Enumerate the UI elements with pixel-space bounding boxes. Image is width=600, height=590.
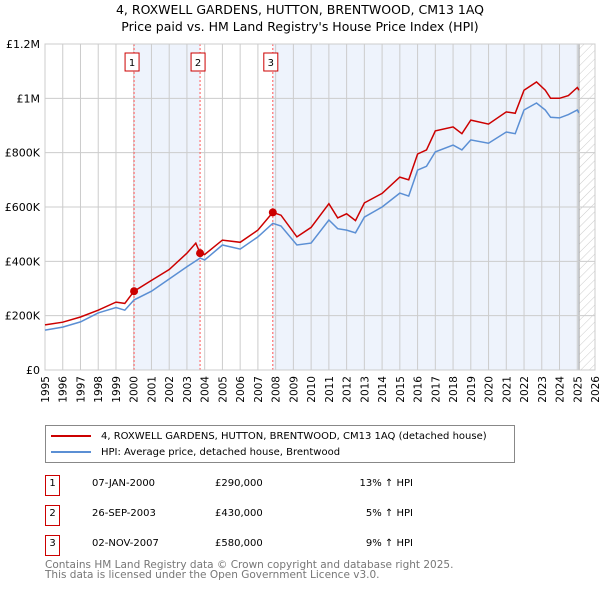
y-tick-label: £400K	[5, 255, 41, 268]
x-tick-label: 2002	[164, 376, 176, 403]
x-tick-label: 1998	[93, 376, 105, 403]
legend-label: 4, ROXWELL GARDENS, HUTTON, BRENTWOOD, C…	[101, 430, 487, 442]
sale-price: £580,000	[215, 538, 263, 549]
x-tick-label: 1995	[40, 376, 52, 403]
plot-border	[44, 43, 596, 371]
sale-point	[268, 208, 277, 217]
sale-date: 02-NOV-2007	[92, 538, 159, 549]
sale-price: £430,000	[215, 508, 263, 519]
property-price-line	[44, 81, 580, 326]
x-tick-label: 2026	[590, 376, 600, 403]
x-tick-label: 2010	[306, 376, 318, 403]
legend-item-property: 4, ROXWELL GARDENS, HUTTON, BRENTWOOD, C…	[46, 428, 487, 444]
sale-label-box	[263, 52, 279, 72]
sale-label: 1	[129, 58, 135, 69]
transaction-row: 1 07-JAN-2000 £290,000 13% ↑ HPI	[45, 475, 525, 496]
sale-label-box	[124, 52, 140, 72]
hpi-diff: 5% ↑ HPI	[365, 508, 413, 519]
x-tick-label: 2004	[200, 376, 212, 403]
sale-point	[130, 287, 139, 296]
x-tick-label: 2001	[146, 376, 158, 403]
y-tick-label: £200K	[5, 310, 41, 323]
hpi-line	[44, 102, 580, 331]
x-tick-label: 2019	[466, 376, 478, 403]
x-tick-label: 1999	[111, 376, 123, 403]
legend-swatch	[51, 451, 91, 453]
x-tick-label: 2020	[484, 376, 496, 403]
x-tick-label: 2013	[359, 376, 371, 403]
x-tick-label: 2021	[501, 376, 513, 403]
sale-point	[196, 249, 205, 258]
x-tick-label: 2016	[413, 376, 425, 403]
chart-subtitle: Price paid vs. HM Land Registry's House …	[121, 19, 479, 34]
x-tick-label: 2015	[395, 376, 407, 403]
x-tick-label: 2012	[342, 376, 354, 403]
sale-label: 3	[268, 58, 274, 69]
sale-marker-badge: 3	[45, 535, 60, 556]
x-tick-label: 2018	[448, 376, 460, 403]
x-tick-label: 2022	[519, 376, 531, 403]
y-tick-label: £600K	[5, 201, 41, 214]
hpi-diff: 13% ↑ HPI	[359, 478, 413, 489]
x-tick-label: 1996	[58, 376, 70, 403]
x-tick-label: 2014	[377, 376, 389, 403]
x-tick-label: 2025	[572, 376, 584, 403]
legend-item-hpi: HPI: Average price, detached house, Bren…	[46, 444, 340, 460]
chart-title: 4, ROXWELL GARDENS, HUTTON, BRENTWOOD, C…	[115, 2, 485, 17]
sale-label: 2	[195, 58, 201, 69]
x-tick-label: 2009	[288, 376, 300, 403]
footer: Contains HM Land Registry data © Crown c…	[45, 559, 454, 581]
sale-price: £290,000	[215, 478, 263, 489]
legend: 4, ROXWELL GARDENS, HUTTON, BRENTWOOD, C…	[45, 425, 515, 463]
x-tick-label: 2000	[129, 376, 141, 403]
x-tick-label: 2003	[182, 376, 194, 403]
sale-date: 26-SEP-2003	[92, 508, 156, 519]
y-tick-label: £0	[26, 364, 40, 377]
x-tick-label: 2011	[324, 376, 336, 403]
hpi-diff: 9% ↑ HPI	[365, 538, 413, 549]
x-tick-label: 2007	[253, 376, 265, 403]
transaction-row: 3 02-NOV-2007 £580,000 9% ↑ HPI	[45, 535, 525, 556]
y-tick-label: £1.2M	[6, 38, 40, 51]
x-tick-label: 2005	[217, 376, 229, 403]
x-tick-label: 2008	[271, 376, 283, 403]
legend-swatch	[51, 435, 91, 437]
x-tick-label: 2024	[555, 376, 567, 403]
sale-date: 07-JAN-2000	[92, 478, 156, 489]
y-tick-label: £1M	[17, 92, 41, 105]
x-tick-label: 2023	[537, 376, 549, 403]
price-chart: 1995 1996 1997 1998 1999 2000 2001 2002 2003 2004…	[5, 38, 600, 403]
sale-marker-badge: 2	[45, 505, 60, 526]
sale-label-box	[190, 52, 206, 72]
sale-marker-badge: 1	[45, 475, 60, 496]
legend-label: HPI: Average price, detached house, Bren…	[101, 446, 341, 458]
transaction-row: 2 26-SEP-2003 £430,000 5% ↑ HPI	[45, 505, 525, 526]
y-tick-label: £800K	[5, 147, 41, 160]
footer-line: Contains HM Land Registry data © Crown c…	[45, 559, 454, 571]
x-tick-label: 1997	[75, 376, 87, 403]
x-tick-label: 2006	[235, 376, 247, 403]
x-tick-label: 2017	[430, 376, 442, 403]
footer-line: This data is licensed under the Open Gov…	[45, 569, 380, 581]
